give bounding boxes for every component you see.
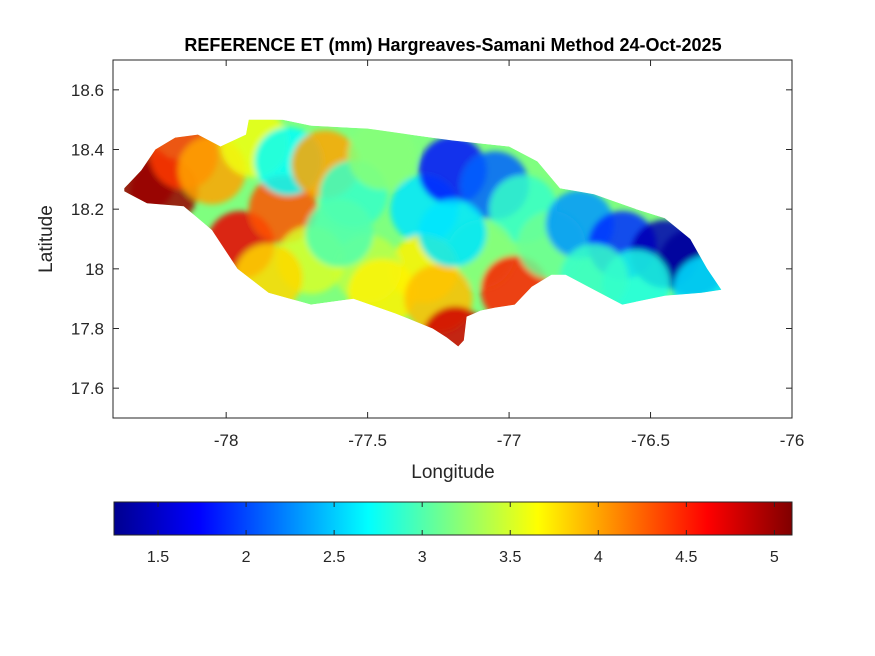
colorbar-ticks: 1.5 2 2.5 3 3.5 4 4.5 5 — [147, 502, 779, 566]
colorbar-tick-label: 4.5 — [675, 549, 697, 566]
x-ticks: -78 -77.5 -77 -76.5 -76 — [214, 60, 804, 450]
x-tick-label: -77.5 — [348, 431, 387, 450]
y-tick-label: 18.4 — [71, 141, 104, 160]
colorbar-tick-label: 4 — [594, 549, 603, 566]
et-sample-32 — [305, 199, 374, 267]
colorbar-tick-label: 3.5 — [499, 549, 521, 566]
et-sample-10 — [347, 121, 416, 190]
colorbar-tick-label: 1.5 — [147, 549, 169, 566]
chart-title: REFERENCE ET (mm) Hargreaves-Samani Meth… — [184, 35, 721, 55]
x-tick-label: -77 — [497, 431, 522, 450]
colorbar-tick-label: 5 — [770, 549, 779, 566]
x-tick-label: -78 — [214, 431, 239, 450]
y-axis-label: Latitude — [36, 205, 57, 273]
et-sample-33 — [418, 199, 487, 267]
colorbar-tick-label: 3 — [418, 549, 427, 566]
x-axis-label: Longitude — [411, 462, 494, 483]
x-tick-label: -76.5 — [631, 431, 670, 450]
y-tick-label: 17.6 — [71, 379, 104, 398]
colorbar-gradient — [113, 501, 793, 536]
y-tick-label: 18 — [85, 260, 104, 279]
colorbar: 1.5 2 2.5 3 3.5 4 4.5 5 — [113, 501, 793, 566]
y-ticks: 17.6 17.8 18 18.2 18.4 18.6 — [71, 81, 792, 398]
plot-area — [112, 59, 793, 419]
colorbar-tick-label: 2 — [242, 549, 251, 566]
colorbar-tick-label: 2.5 — [323, 549, 345, 566]
y-tick-label: 18.6 — [71, 81, 104, 100]
y-tick-label: 17.8 — [71, 320, 104, 339]
y-tick-label: 18.2 — [71, 200, 104, 219]
x-tick-label: -76 — [780, 431, 805, 450]
